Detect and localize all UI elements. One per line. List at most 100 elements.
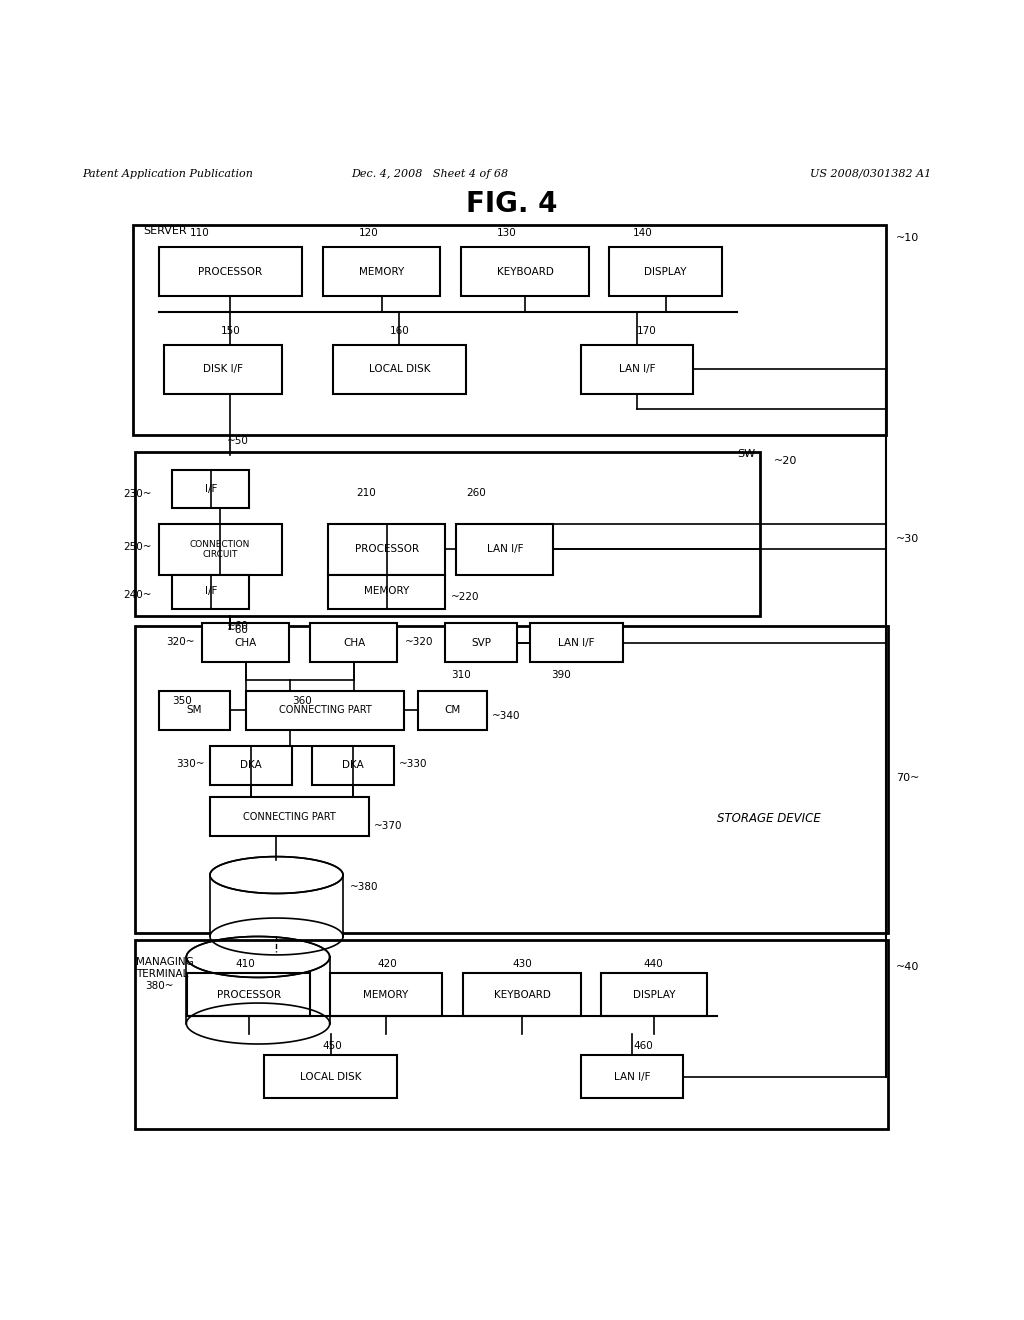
Text: KEYBOARD: KEYBOARD [494,990,551,999]
Polygon shape [186,1003,330,1044]
Text: SERVER: SERVER [143,226,187,236]
Text: 110: 110 [189,228,210,238]
Text: 360: 360 [292,696,312,706]
Text: 460: 460 [633,1041,653,1051]
Text: ~320: ~320 [404,636,433,647]
Text: ~340: ~340 [492,711,520,721]
FancyBboxPatch shape [581,1055,683,1098]
Text: SM: SM [186,705,203,715]
FancyBboxPatch shape [609,247,722,297]
Text: 120: 120 [358,228,379,238]
Text: KEYBOARD: KEYBOARD [497,267,554,277]
FancyBboxPatch shape [133,224,886,434]
Text: 240~: 240~ [123,590,152,601]
FancyBboxPatch shape [264,1055,397,1098]
Text: Patent Application Publication: Patent Application Publication [82,169,253,178]
Text: CONNECTING PART: CONNECTING PART [244,812,336,821]
FancyBboxPatch shape [135,453,760,616]
Text: 420: 420 [377,960,397,969]
Text: ~380: ~380 [350,882,379,892]
Text: ~220: ~220 [451,591,479,602]
FancyBboxPatch shape [530,623,623,663]
Text: LOCAL DISK: LOCAL DISK [369,364,430,374]
Text: 330~: 330~ [176,759,205,770]
Text: PROCESSOR: PROCESSOR [355,544,419,554]
Polygon shape [210,917,343,954]
Text: 210: 210 [356,488,377,498]
Text: ~50: ~50 [227,436,249,446]
Text: 380~: 380~ [145,981,174,990]
Text: ~370: ~370 [374,821,402,830]
Text: LAN I/F: LAN I/F [486,544,523,554]
FancyBboxPatch shape [463,973,581,1016]
Text: 320~: 320~ [166,636,195,647]
Text: DKA: DKA [240,760,262,771]
Text: CHA: CHA [234,638,257,648]
Text: ~330: ~330 [399,759,428,770]
Text: LAN I/F: LAN I/F [558,638,595,648]
FancyBboxPatch shape [164,345,282,393]
Text: 130: 130 [497,228,517,238]
Text: FIG. 4: FIG. 4 [466,190,558,218]
Text: CM: CM [444,705,461,715]
FancyBboxPatch shape [445,623,517,663]
Text: 260: 260 [466,488,486,498]
FancyBboxPatch shape [187,973,310,1016]
FancyBboxPatch shape [135,940,888,1129]
Text: Dec. 4, 2008   Sheet 4 of 68: Dec. 4, 2008 Sheet 4 of 68 [351,169,509,178]
Text: PROCESSOR: PROCESSOR [199,267,262,277]
FancyBboxPatch shape [323,247,440,297]
FancyBboxPatch shape [210,746,292,785]
FancyBboxPatch shape [456,524,553,576]
Text: LAN I/F: LAN I/F [618,364,655,374]
Text: CONNECTING PART: CONNECTING PART [280,705,372,715]
FancyBboxPatch shape [330,973,442,1016]
Text: CHA: CHA [343,638,366,648]
Text: LOCAL DISK: LOCAL DISK [300,1072,361,1082]
FancyBboxPatch shape [312,746,394,785]
FancyBboxPatch shape [581,345,693,393]
Text: 230~: 230~ [123,490,152,499]
Text: ~60: ~60 [227,626,249,635]
Text: DISK I/F: DISK I/F [203,364,244,374]
Text: 70~: 70~ [896,772,920,783]
Text: 140: 140 [633,228,653,238]
FancyBboxPatch shape [310,623,397,663]
Text: ~10: ~10 [896,234,920,243]
Text: 170: 170 [637,326,657,337]
Text: 450: 450 [323,1041,343,1051]
FancyBboxPatch shape [172,576,249,609]
Text: LAN I/F: LAN I/F [613,1072,650,1082]
Text: DKA: DKA [342,760,365,771]
FancyBboxPatch shape [328,576,445,609]
Text: I/F: I/F [205,484,217,494]
Text: 390: 390 [551,671,571,680]
FancyBboxPatch shape [159,690,230,730]
Text: 150: 150 [220,326,241,337]
Text: CONNECTION
CIRCUIT: CONNECTION CIRCUIT [190,540,250,560]
Text: US 2008/0301382 A1: US 2008/0301382 A1 [810,169,931,178]
Text: 160: 160 [389,326,410,337]
FancyBboxPatch shape [202,623,289,663]
Text: SW: SW [737,449,756,459]
Text: 440: 440 [643,960,664,969]
FancyBboxPatch shape [328,524,445,576]
Text: MEMORY: MEMORY [365,586,410,597]
Text: ~40: ~40 [896,962,920,973]
Text: MEMORY: MEMORY [364,990,409,999]
FancyBboxPatch shape [159,247,302,297]
FancyBboxPatch shape [135,626,888,933]
Text: PROCESSOR: PROCESSOR [217,990,281,999]
Text: DISPLAY: DISPLAY [644,267,687,277]
Text: MEMORY: MEMORY [359,267,404,277]
Text: 310: 310 [451,671,471,680]
FancyBboxPatch shape [246,690,404,730]
Text: SVP: SVP [471,638,492,648]
Text: ~60: ~60 [227,622,249,631]
Text: STORAGE DEVICE: STORAGE DEVICE [717,812,820,825]
FancyBboxPatch shape [601,973,707,1016]
Text: MANAGING
TERMINAL: MANAGING TERMINAL [136,957,194,978]
Text: 430: 430 [512,960,532,969]
Text: 350: 350 [172,696,193,706]
Polygon shape [186,936,330,977]
